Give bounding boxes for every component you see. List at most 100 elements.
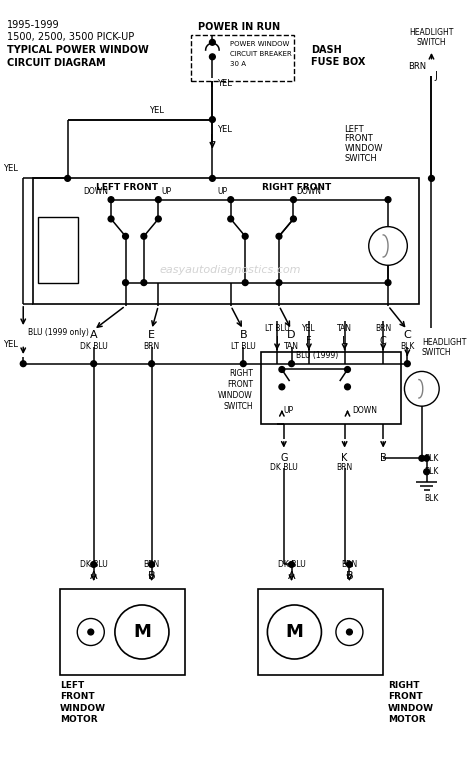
- Circle shape: [155, 197, 161, 202]
- Text: BRN: BRN: [144, 560, 160, 569]
- Text: BLU (1999 only): BLU (1999 only): [28, 329, 89, 337]
- Circle shape: [155, 216, 161, 222]
- Bar: [38, 217, 78, 283]
- Text: YEL: YEL: [217, 125, 232, 134]
- Text: BLK: BLK: [425, 467, 439, 476]
- Text: 1995-1999: 1995-1999: [7, 20, 59, 30]
- Text: YEL: YEL: [149, 106, 164, 115]
- Text: SWITCH: SWITCH: [345, 154, 377, 162]
- Text: A: A: [288, 571, 295, 581]
- Bar: [258, 588, 383, 676]
- Text: FRONT: FRONT: [227, 380, 253, 389]
- Text: POWER IN RUN: POWER IN RUN: [198, 22, 281, 32]
- Circle shape: [123, 234, 128, 239]
- Text: FUSE BOX: FUSE BOX: [311, 57, 365, 67]
- Text: A: A: [90, 571, 98, 581]
- Text: C: C: [380, 336, 387, 345]
- Text: CIRCUIT DIAGRAM: CIRCUIT DIAGRAM: [7, 57, 105, 67]
- Text: MOTOR: MOTOR: [388, 715, 426, 725]
- Text: HEADLIGHT: HEADLIGHT: [409, 28, 454, 38]
- Text: YEL: YEL: [3, 164, 18, 173]
- Text: SWITCH: SWITCH: [422, 348, 451, 357]
- Text: YEL: YEL: [217, 80, 232, 88]
- Text: K: K: [341, 453, 348, 463]
- Circle shape: [345, 384, 350, 390]
- Text: YEL: YEL: [3, 340, 18, 349]
- Circle shape: [279, 367, 285, 372]
- Text: DK BLU: DK BLU: [80, 560, 108, 569]
- Text: easyautodiagnostics.com: easyautodiagnostics.com: [160, 265, 301, 275]
- Circle shape: [289, 361, 294, 367]
- Circle shape: [108, 216, 114, 222]
- Text: BLK: BLK: [400, 342, 415, 351]
- Text: TAN: TAN: [337, 325, 352, 333]
- Text: L: L: [210, 134, 215, 144]
- Text: RIGHT: RIGHT: [388, 680, 419, 689]
- Text: B: B: [148, 571, 155, 581]
- Circle shape: [123, 280, 128, 286]
- Text: A: A: [90, 329, 98, 340]
- Text: BRN: BRN: [337, 463, 353, 473]
- Circle shape: [210, 175, 215, 182]
- Circle shape: [242, 280, 248, 286]
- Text: L: L: [342, 336, 347, 345]
- Text: B: B: [239, 329, 247, 340]
- Circle shape: [228, 197, 234, 202]
- Text: TYPICAL POWER WINDOW: TYPICAL POWER WINDOW: [7, 45, 148, 55]
- Text: DOWN: DOWN: [352, 405, 377, 414]
- Circle shape: [385, 197, 391, 202]
- Text: DK BLU: DK BLU: [270, 463, 298, 473]
- Circle shape: [108, 197, 114, 202]
- Text: C: C: [403, 329, 411, 340]
- Text: WINDOW: WINDOW: [60, 704, 106, 712]
- Circle shape: [424, 469, 429, 475]
- Text: BLU (1999): BLU (1999): [296, 352, 338, 361]
- Circle shape: [228, 216, 234, 222]
- Text: DOWN: DOWN: [83, 188, 108, 196]
- Text: BRN: BRN: [375, 325, 392, 333]
- Text: BRN: BRN: [409, 62, 427, 71]
- Circle shape: [428, 175, 434, 182]
- Text: DK BLU: DK BLU: [278, 560, 305, 569]
- Text: LEFT: LEFT: [60, 680, 84, 689]
- Circle shape: [210, 116, 215, 123]
- Circle shape: [279, 384, 285, 390]
- Bar: [191, 34, 294, 81]
- Text: LEFT FRONT: LEFT FRONT: [96, 182, 158, 192]
- Text: F: F: [306, 336, 312, 345]
- Text: UP: UP: [218, 188, 228, 196]
- Text: LEFT: LEFT: [345, 125, 364, 134]
- Text: 30 A: 30 A: [230, 61, 246, 67]
- Text: B: B: [346, 571, 353, 581]
- Text: YEL: YEL: [302, 325, 316, 333]
- Circle shape: [346, 629, 352, 635]
- Circle shape: [345, 367, 350, 372]
- Text: G: G: [280, 453, 288, 463]
- Circle shape: [141, 234, 147, 239]
- Text: E: E: [148, 329, 155, 340]
- Text: SWITCH: SWITCH: [417, 38, 447, 47]
- Text: M: M: [133, 623, 151, 641]
- Text: 1500, 2500, 3500 PICK-UP: 1500, 2500, 3500 PICK-UP: [7, 32, 134, 42]
- Circle shape: [291, 197, 296, 202]
- Circle shape: [210, 39, 215, 45]
- Text: HEADLIGHT: HEADLIGHT: [422, 338, 466, 347]
- Text: WINDOW: WINDOW: [345, 144, 383, 153]
- Bar: [261, 352, 401, 424]
- Circle shape: [20, 361, 26, 367]
- Text: LT BLU: LT BLU: [231, 342, 255, 351]
- Circle shape: [385, 280, 391, 286]
- Circle shape: [91, 561, 97, 568]
- Circle shape: [291, 216, 296, 222]
- Bar: [60, 588, 185, 676]
- Circle shape: [289, 561, 294, 568]
- Text: B: B: [380, 453, 387, 463]
- Text: DK BLU: DK BLU: [80, 342, 108, 351]
- Text: BRN: BRN: [144, 342, 160, 351]
- Text: RIGHT FRONT: RIGHT FRONT: [262, 182, 331, 192]
- Circle shape: [149, 361, 155, 367]
- Circle shape: [346, 561, 352, 568]
- Text: CIRCUIT BREAKER: CIRCUIT BREAKER: [230, 51, 292, 57]
- Text: WINDOW: WINDOW: [218, 391, 253, 400]
- Text: FRONT: FRONT: [60, 692, 94, 701]
